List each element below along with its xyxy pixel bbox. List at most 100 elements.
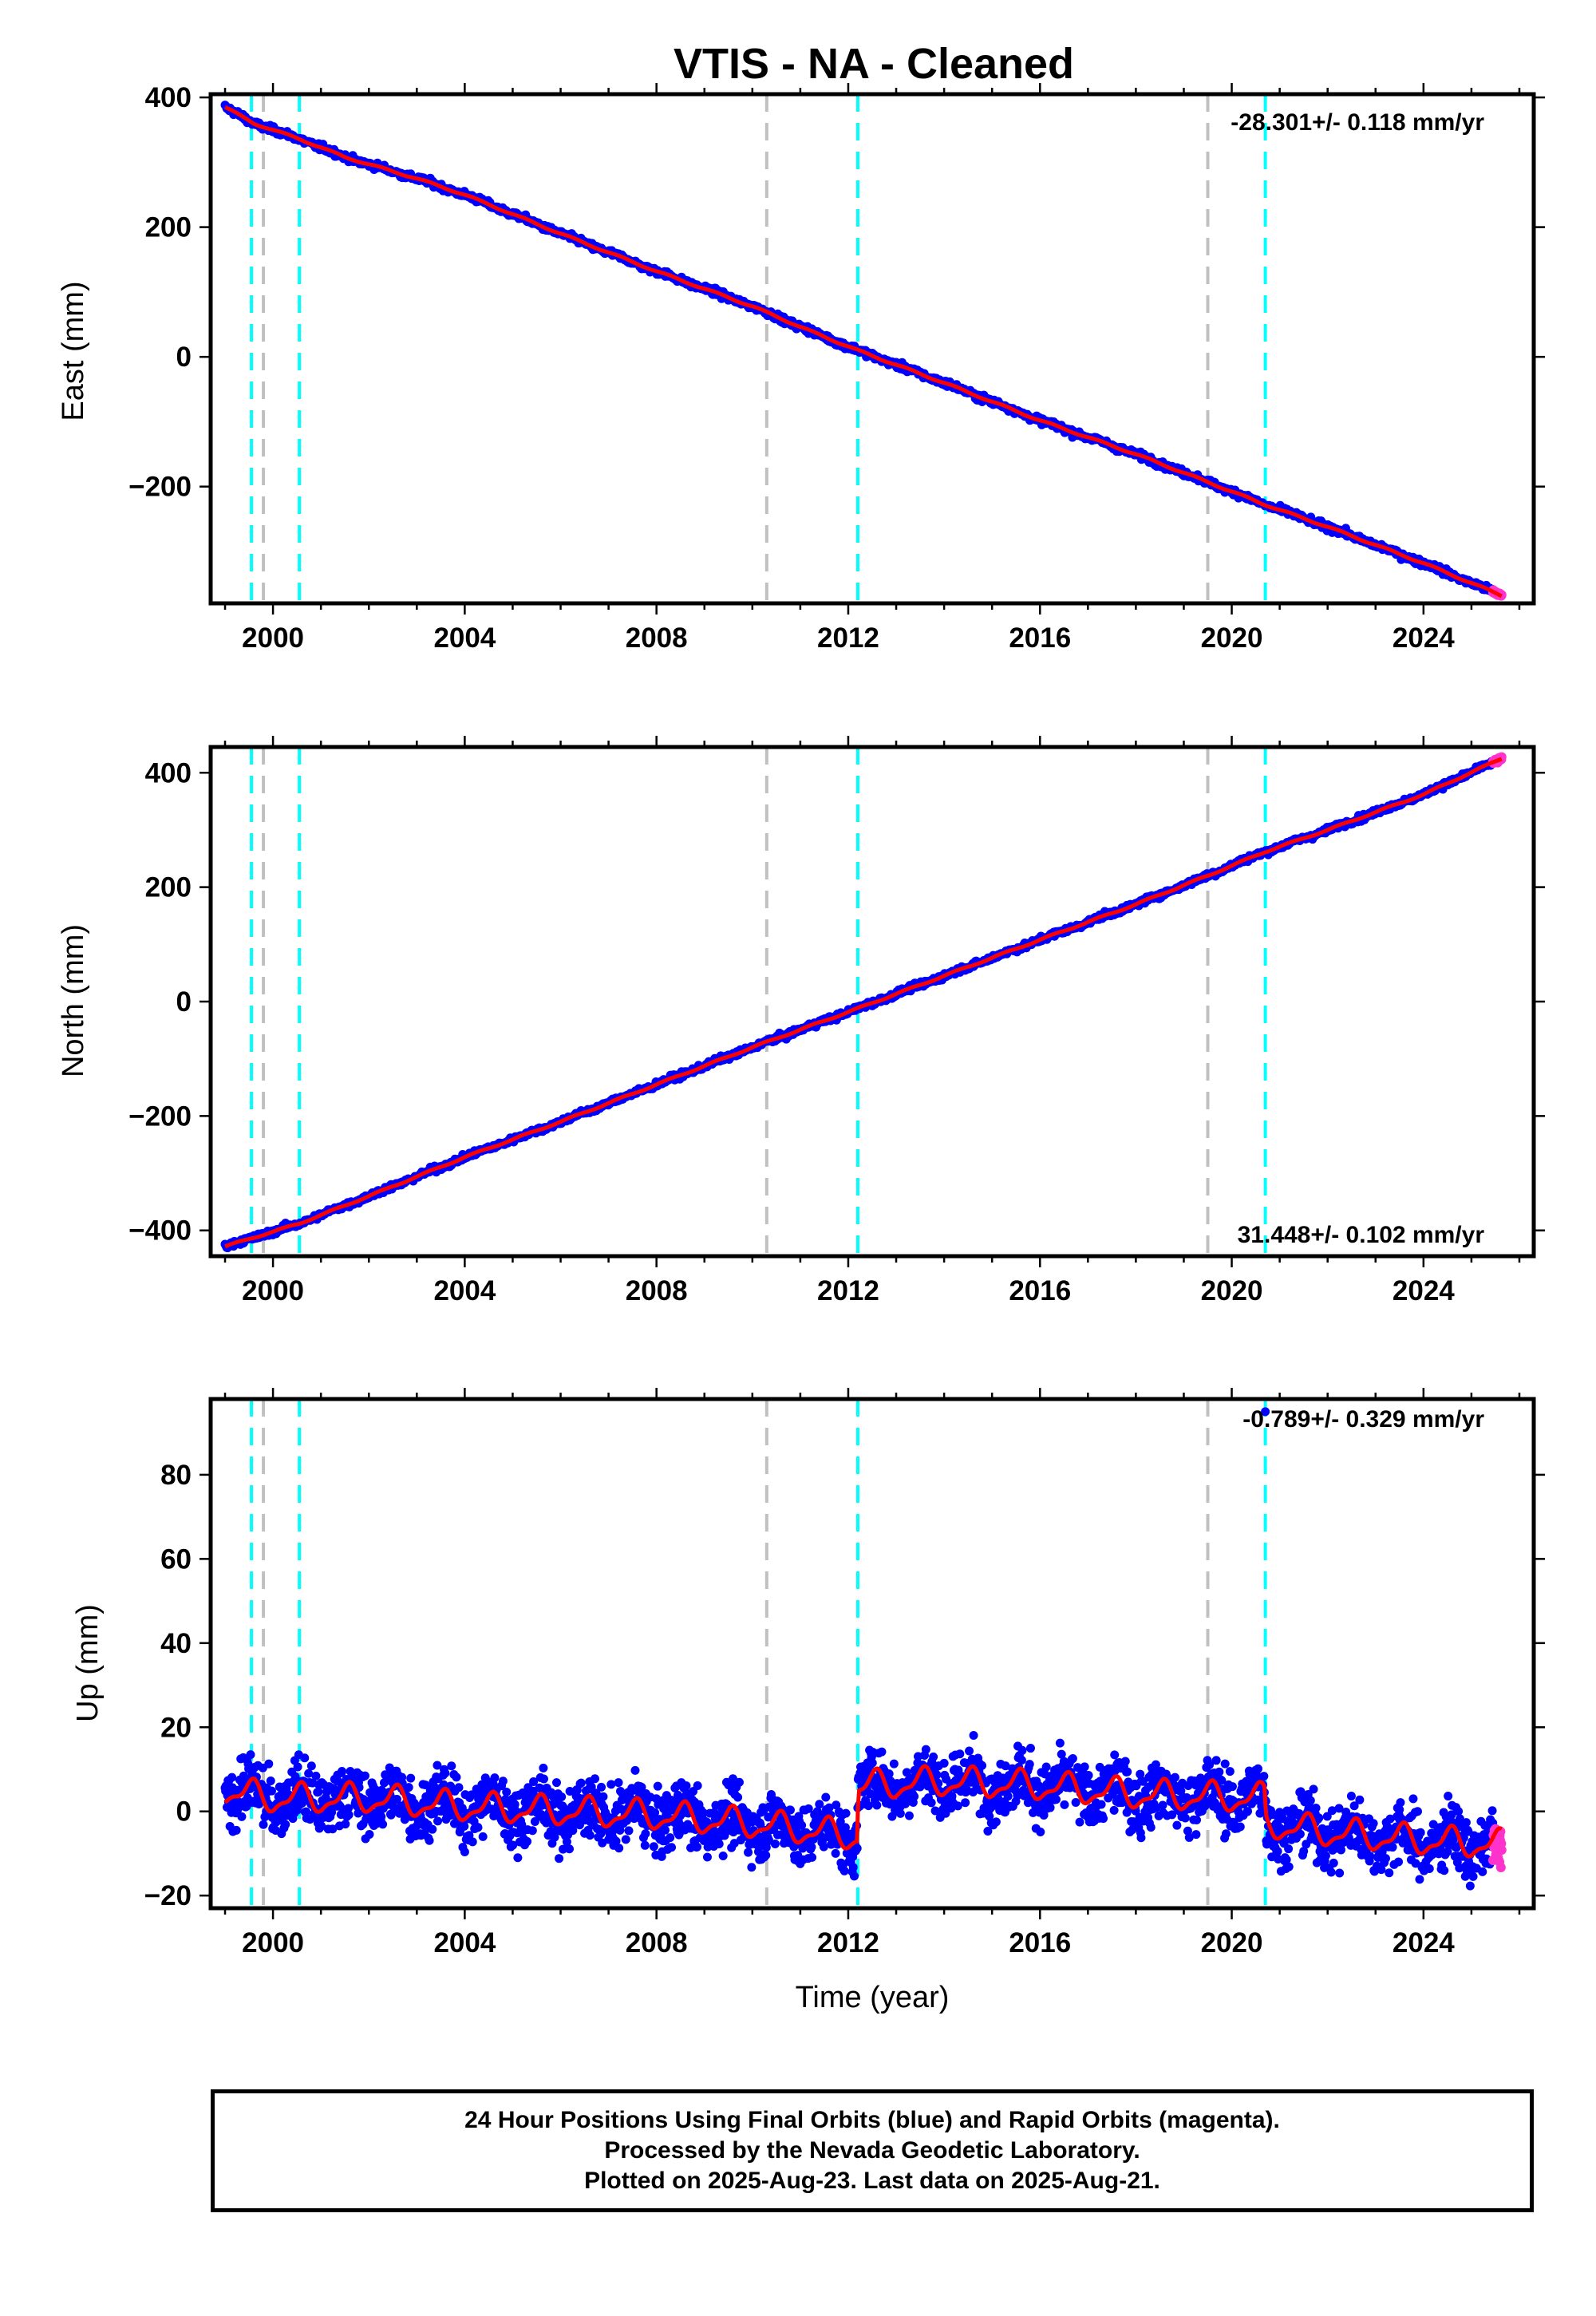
up-final-point bbox=[961, 1798, 970, 1808]
up-final-point bbox=[895, 1808, 905, 1818]
up-final-point bbox=[744, 1848, 753, 1857]
up-final-point bbox=[929, 1752, 938, 1761]
up-final-point bbox=[585, 1831, 595, 1840]
up-final-point bbox=[311, 1771, 321, 1780]
up-final-point bbox=[797, 1820, 807, 1830]
up-final-point bbox=[785, 1805, 795, 1815]
up-final-point bbox=[597, 1782, 606, 1792]
up-final-point bbox=[641, 1829, 650, 1839]
up-final-point bbox=[1025, 1744, 1035, 1753]
up-panel: 2000 2004 2008 2012 2016 2020 2024−20020406080… bbox=[71, 1388, 1545, 1958]
up-final-point bbox=[513, 1853, 523, 1863]
up-plot-area bbox=[220, 1399, 1507, 1908]
up-final-point bbox=[852, 1844, 862, 1853]
up-final-point bbox=[576, 1778, 586, 1788]
up-final-point bbox=[718, 1852, 728, 1861]
up-final-point bbox=[527, 1826, 537, 1836]
up-final-point bbox=[510, 1800, 519, 1809]
up-final-point bbox=[955, 1749, 965, 1759]
up-final-point bbox=[433, 1816, 443, 1826]
up-final-point bbox=[807, 1842, 816, 1852]
up-final-point bbox=[267, 1786, 276, 1796]
up-final-point bbox=[406, 1773, 416, 1783]
up-final-point bbox=[839, 1866, 849, 1875]
up-final-point bbox=[624, 1826, 634, 1836]
east-y-tick-label: −200 bbox=[128, 472, 192, 503]
up-final-point bbox=[1055, 1738, 1065, 1748]
up-final-point bbox=[667, 1843, 677, 1852]
up-final-point bbox=[926, 1798, 936, 1808]
east-ylabel: East (mm) bbox=[57, 281, 90, 421]
up-final-point bbox=[815, 1800, 824, 1809]
up-final-point bbox=[478, 1832, 488, 1841]
north-panel: 2000 2004 2008 2012 2016 2020 2024−400−2000200… bbox=[57, 736, 1545, 1306]
up-final-point bbox=[378, 1820, 388, 1829]
up-final-point bbox=[551, 1778, 561, 1788]
north-plot-area bbox=[220, 747, 1507, 1256]
up-final-point bbox=[237, 1812, 247, 1821]
east-y-tick-label: 400 bbox=[145, 82, 192, 113]
up-final-point bbox=[440, 1769, 450, 1778]
east-x-tick-label: 2024 bbox=[1393, 622, 1455, 654]
up-final-point bbox=[889, 1759, 899, 1769]
up-final-point bbox=[1025, 1760, 1034, 1769]
up-final-point bbox=[300, 1753, 310, 1763]
up-final-point bbox=[246, 1750, 255, 1760]
up-final-point bbox=[1041, 1762, 1051, 1772]
up-final-point bbox=[621, 1835, 630, 1844]
up-final-point bbox=[454, 1783, 464, 1792]
up-final-point bbox=[557, 1792, 567, 1801]
up-final-point bbox=[1060, 1800, 1069, 1809]
up-final-point bbox=[564, 1844, 574, 1854]
up-final-point bbox=[1045, 1803, 1055, 1812]
east-x-tick-label: 2008 bbox=[626, 622, 688, 654]
north-x-tick-label: 2000 bbox=[242, 1275, 304, 1306]
up-final-point bbox=[872, 1800, 882, 1810]
up-final-point bbox=[640, 1840, 650, 1850]
up-final-point bbox=[259, 1820, 268, 1829]
north-y-tick-label: 0 bbox=[176, 986, 192, 1018]
up-final-point bbox=[606, 1780, 616, 1789]
north-x-tick-label: 2008 bbox=[626, 1275, 688, 1306]
up-final-point bbox=[1017, 1755, 1026, 1765]
up-final-point bbox=[821, 1792, 831, 1802]
up-final-point bbox=[1036, 1828, 1045, 1837]
up-final-point bbox=[306, 1761, 316, 1771]
up-final-point bbox=[910, 1792, 919, 1801]
up-final-point bbox=[884, 1769, 894, 1779]
up-final-point bbox=[849, 1871, 859, 1881]
east-y-tick-label: 200 bbox=[145, 212, 192, 243]
north-x-tick-label: 2016 bbox=[1009, 1275, 1071, 1306]
east-frame bbox=[208, 92, 1536, 606]
up-final-point bbox=[591, 1774, 600, 1784]
up-final-point bbox=[539, 1774, 548, 1784]
north-y-tick-label: 200 bbox=[145, 872, 192, 903]
up-final-point bbox=[1075, 1817, 1084, 1827]
east-panel: 2000 2004 2008 2012 2016 2020 2024−2000200400 … bbox=[57, 82, 1545, 654]
north-ylabel: North (mm) bbox=[57, 924, 90, 1077]
up-final-point bbox=[734, 1777, 744, 1787]
up-final-point bbox=[231, 1825, 241, 1835]
up-final-point bbox=[630, 1765, 640, 1775]
up-final-point bbox=[991, 1817, 1001, 1827]
up-final-point bbox=[1071, 1797, 1080, 1807]
up-final-point bbox=[568, 1826, 578, 1836]
east-y-tick-label: 0 bbox=[176, 342, 192, 373]
east-plot-area bbox=[220, 94, 1507, 603]
north-y-tick-label: −200 bbox=[128, 1101, 192, 1132]
up-final-point bbox=[539, 1763, 548, 1773]
north-rate-label: 31.448+/- 0.102 mm/yr bbox=[1238, 1222, 1485, 1248]
up-final-point bbox=[733, 1792, 743, 1802]
up-final-point bbox=[447, 1761, 456, 1771]
up-final-point bbox=[614, 1844, 624, 1853]
north-y-tick-label: 400 bbox=[145, 757, 192, 788]
up-final-point bbox=[1051, 1795, 1061, 1804]
up-final-point bbox=[1068, 1753, 1077, 1763]
up-final-point bbox=[831, 1848, 840, 1858]
up-final-point bbox=[978, 1761, 987, 1770]
up-final-point bbox=[867, 1758, 877, 1768]
up-final-point bbox=[404, 1783, 413, 1792]
up-final-point bbox=[1003, 1792, 1013, 1801]
east-x-tick-label: 2016 bbox=[1009, 622, 1071, 654]
